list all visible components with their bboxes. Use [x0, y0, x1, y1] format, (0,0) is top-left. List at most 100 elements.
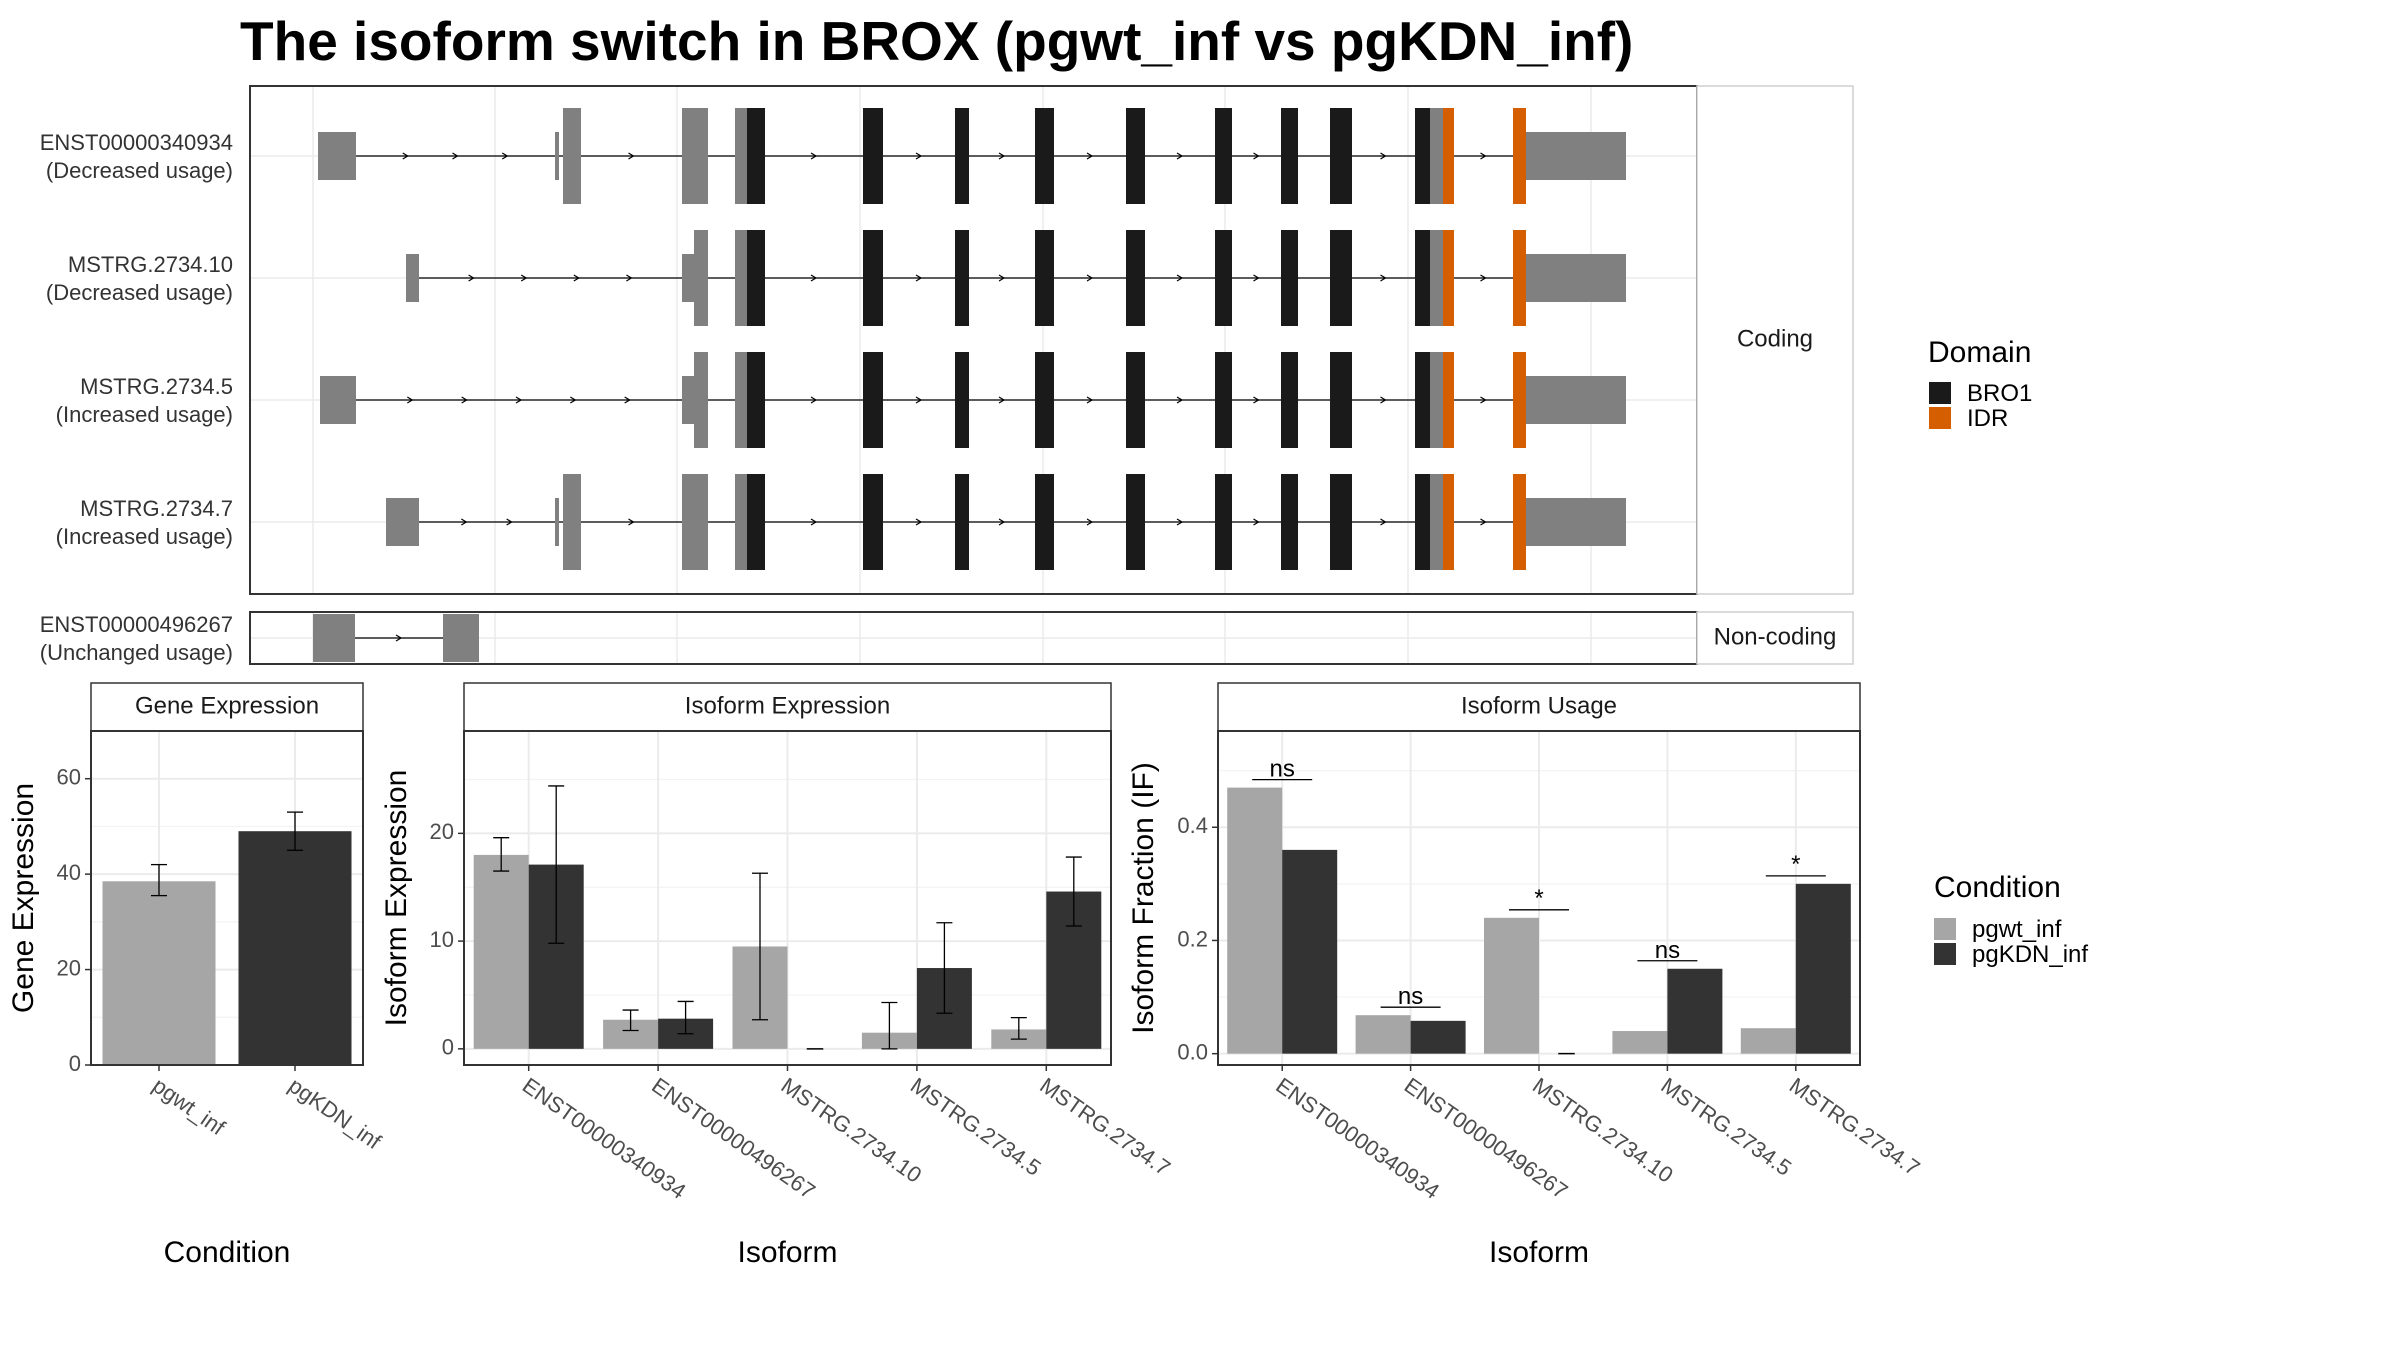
- y-tick-label: 0: [69, 1051, 81, 1076]
- bar-pgwt_inf-ENST00000340934: [473, 854, 529, 1049]
- strand-arrow: [1480, 274, 1487, 282]
- error-bar: [493, 837, 510, 872]
- bro1-domain-exon: [1330, 108, 1352, 204]
- bro1-domain-exon: [1035, 352, 1054, 448]
- transcript-ENST00000496267: [313, 614, 479, 662]
- y-tick-label: 60: [57, 765, 81, 790]
- strand-arrow: [915, 396, 923, 404]
- bro1-domain-exon: [747, 352, 765, 448]
- utr-exon: [443, 614, 479, 662]
- y-axis-title: Gene Expression: [7, 783, 40, 1013]
- strand-arrow: [915, 518, 923, 526]
- transcript-usage-label: (Decreased usage): [46, 158, 233, 183]
- strand-arrow: [915, 152, 923, 160]
- strand-arrow: [1176, 274, 1184, 282]
- strand-arrow: [1176, 396, 1184, 404]
- idr-domain-exon: [1443, 230, 1454, 326]
- significance-marker: *: [1765, 851, 1826, 878]
- bar-pgKDN_inf-MSTRG.2734.7: [1795, 883, 1851, 1054]
- bro1-domain-exon: [955, 352, 969, 448]
- legend-label-pgKDN_inf: pgKDN_inf: [1972, 941, 2088, 968]
- bar-pgwt_inf-pgwt_inf: [102, 881, 216, 1065]
- significance-marker: ns: [1637, 937, 1698, 964]
- x-tick-label: MSTRG.2734.7: [1785, 1073, 1925, 1181]
- strand-arrow: [628, 518, 635, 526]
- legend-key-pgKDN_inf: [1934, 943, 1956, 965]
- noncoding-panel: [249, 611, 1698, 665]
- utr-exon: [694, 230, 708, 326]
- facet-strip-label: Isoform Usage: [1461, 692, 1617, 719]
- strand-arrow: [1380, 274, 1387, 282]
- idr-domain-exon: [1443, 108, 1454, 204]
- y-tick-label: 0.4: [1177, 813, 1208, 838]
- strand-arrow: [915, 274, 923, 282]
- y-tick-label: 40: [57, 860, 81, 885]
- strand-arrow: [407, 396, 414, 404]
- strand-arrow: [1480, 396, 1487, 404]
- idr-domain-exon: [1513, 108, 1526, 204]
- strand-arrow: [1253, 396, 1260, 404]
- bro1-domain-exon: [1035, 230, 1054, 326]
- error-bar: [622, 1009, 639, 1032]
- legend-key-pgwt_inf: [1934, 918, 1956, 940]
- utr-exon: [735, 352, 747, 448]
- transcript-id-label: ENST00000496267: [40, 612, 233, 637]
- bar-pgwt_inf-MSTRG.2734.10: [1484, 917, 1539, 1054]
- coding-strip-label: Coding: [1737, 325, 1813, 352]
- legend-label-BRO1: BRO1: [1967, 380, 2032, 407]
- bar-pgKDN_inf-ENST00000340934: [1282, 849, 1338, 1054]
- bro1-domain-exon: [1035, 108, 1054, 204]
- utr-exon: [563, 108, 581, 204]
- strand-arrow: [624, 396, 631, 404]
- idr-domain-exon: [1443, 474, 1454, 570]
- transcript-structure-panel: Coding Non-coding ENST00000340934 (Decrease…: [40, 85, 1854, 665]
- error-bar: [151, 863, 167, 897]
- bro1-domain-exon: [1281, 108, 1298, 204]
- significance-label: ns: [1270, 756, 1295, 783]
- strand-arrow: [998, 396, 1006, 404]
- utr-exon: [386, 498, 419, 546]
- error-bar: [287, 811, 303, 851]
- transcript-ENST00000340934: [318, 108, 1626, 204]
- bro1-domain-exon: [1330, 230, 1352, 326]
- significance-marker: ns: [1380, 983, 1441, 1010]
- strand-arrow: [1086, 396, 1094, 404]
- bar-pgwt_inf-MSTRG.2734.7: [1740, 1028, 1796, 1054]
- bro1-domain-exon: [1415, 108, 1430, 204]
- strand-arrow: [573, 274, 580, 282]
- bar-pgKDN_inf-pgKDN_inf: [238, 831, 352, 1065]
- transcript-MSTRG.2734.5: [320, 352, 1626, 448]
- error-bar: [677, 1000, 694, 1035]
- y-tick-label: 20: [430, 819, 454, 844]
- error-bar: [1065, 856, 1082, 927]
- noncoding-strip-label: Non-coding: [1714, 623, 1837, 650]
- y-tick-label: 20: [57, 955, 81, 980]
- x-axis-title: Isoform: [737, 1236, 837, 1269]
- utr-exon: [320, 376, 356, 424]
- error-bar: [1010, 1016, 1027, 1040]
- strand-arrow: [461, 518, 468, 526]
- strand-arrow: [626, 274, 633, 282]
- y-axis-title: Isoform Expression: [380, 770, 413, 1027]
- bro1-domain-exon: [1415, 474, 1430, 570]
- idr-domain-exon: [1513, 474, 1526, 570]
- significance-label: *: [1791, 851, 1800, 878]
- condition-legend-title: Condition: [1934, 871, 2061, 904]
- strand-arrow: [1176, 518, 1184, 526]
- error-bar: [936, 922, 953, 1014]
- y-axis-title: Isoform Fraction (IF): [1127, 762, 1160, 1034]
- strand-arrow: [810, 396, 818, 404]
- strand-arrow: [1253, 152, 1260, 160]
- strand-arrow: [1086, 274, 1094, 282]
- bro1-domain-exon: [1126, 352, 1145, 448]
- strand-arrow: [810, 518, 818, 526]
- transcript-usage-label: (Decreased usage): [46, 280, 233, 305]
- x-tick-label: MSTRG.2734.5: [906, 1073, 1046, 1181]
- utr-exon: [682, 254, 694, 302]
- bar-pgwt_inf-ENST00000496267: [1355, 1015, 1411, 1054]
- utr-exon: [406, 254, 419, 302]
- bro1-domain-exon: [863, 352, 883, 448]
- utr-exon: [682, 376, 694, 424]
